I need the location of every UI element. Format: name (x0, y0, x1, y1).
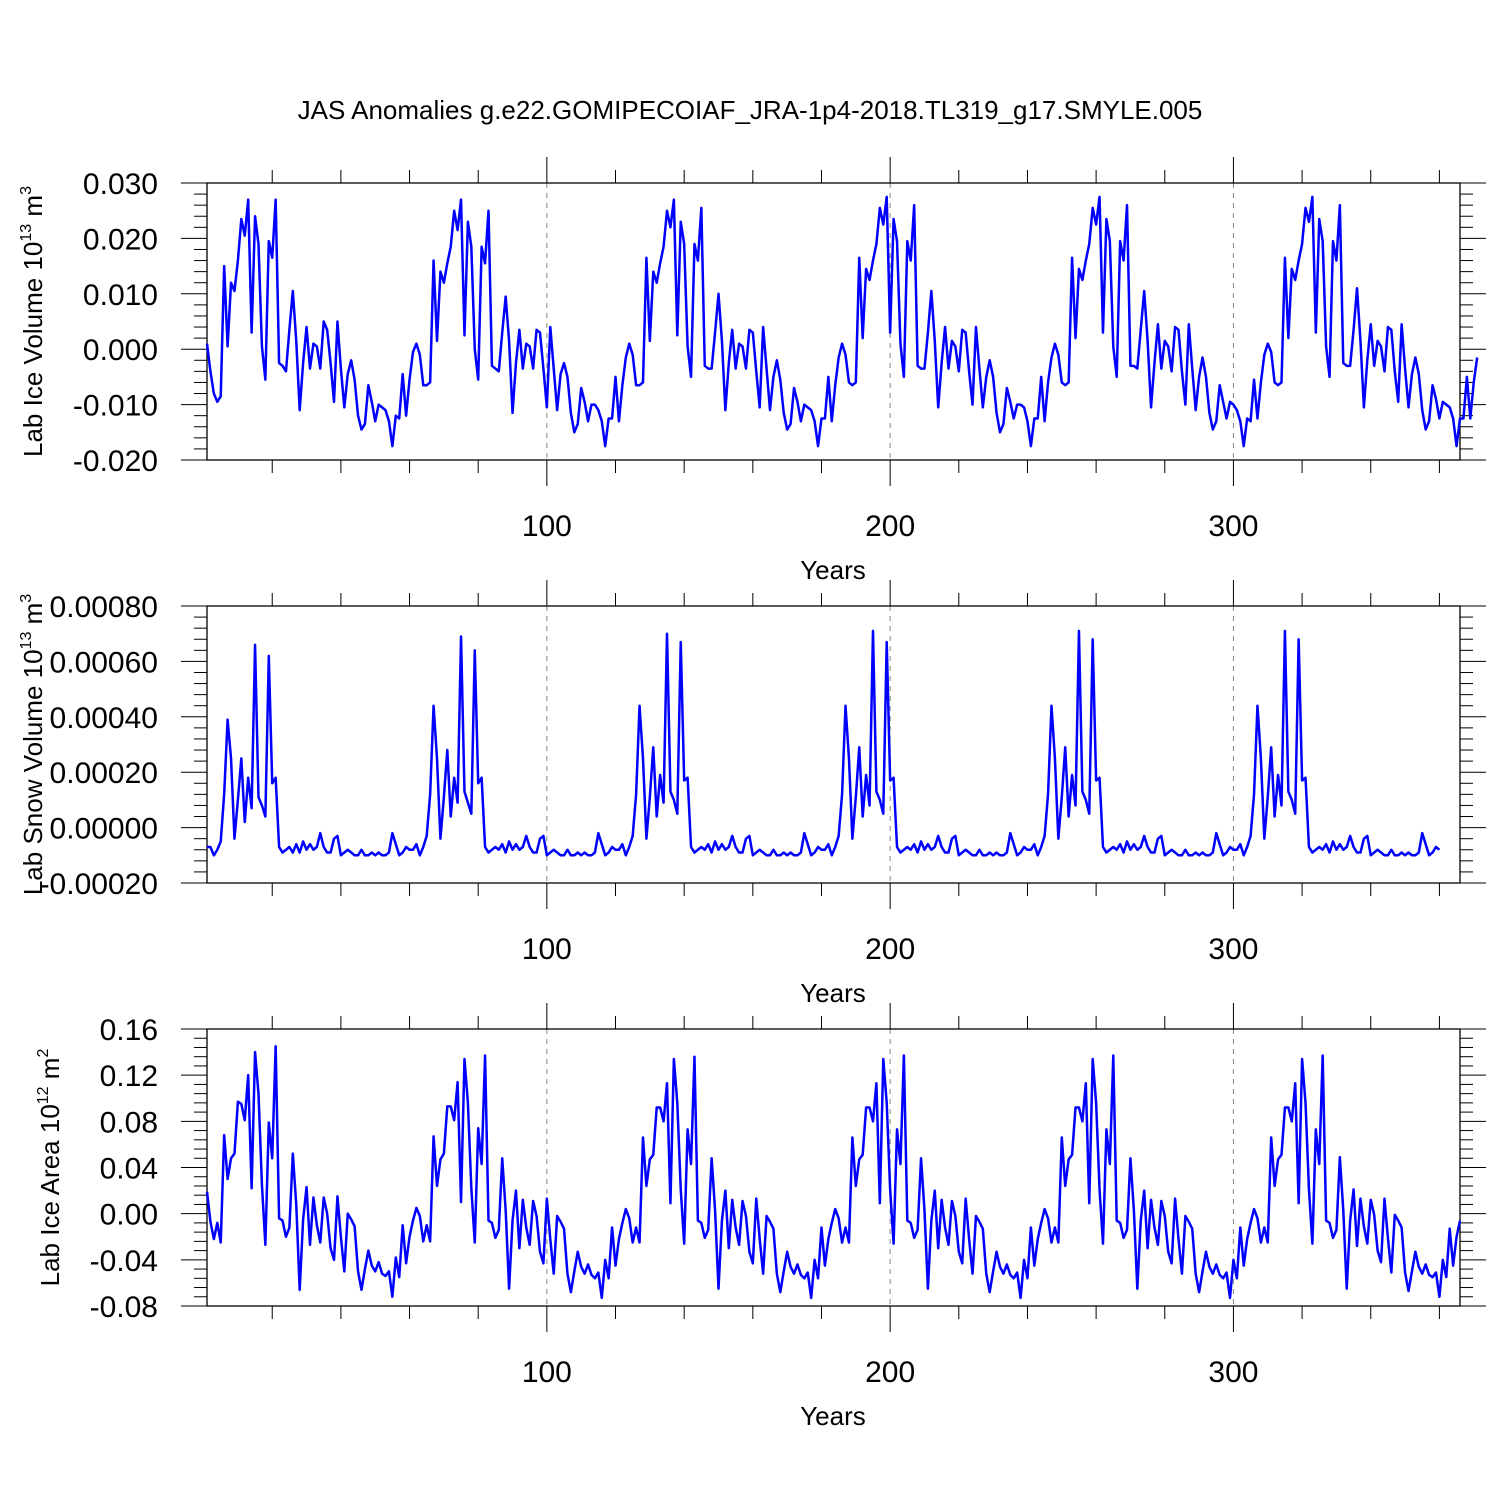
y-axis-label-exponent: 13 (18, 632, 35, 650)
x-tick-label: 200 (865, 1356, 915, 1389)
panels: 100 200 300 -0.020 -0.010 0.000 0.010 0.020 0.03… (18, 157, 1486, 1431)
panel-1: 100 200 300 -0.020 -0.010 0.000 0.010 0.020 0.03… (18, 157, 1486, 585)
y-tick-label: -0.020 (73, 445, 158, 478)
x-tick-label: 200 (865, 933, 915, 966)
panel-2: 100 200 300 -0.00020 0.00000 0.00020 0.00040 0.… (18, 580, 1486, 1008)
y-axis-label-unit: m (18, 195, 48, 224)
y-tick-label: 0.00040 (50, 702, 158, 735)
y-axis-label: Lab Ice Area 1012 m2 (35, 1049, 65, 1287)
x-axis-label: Years (800, 555, 866, 585)
y-tick-label: 0.12 (100, 1060, 158, 1093)
x-tick-label: 200 (865, 510, 915, 543)
y-tick-label: -0.010 (73, 390, 158, 423)
y-tick-label: 0.00 (100, 1199, 158, 1232)
y-axis-label-main: Lab Snow Volume 10 (18, 649, 48, 895)
y-tick-label: 0.030 (83, 168, 158, 201)
y-tick-label: 0.04 (100, 1153, 158, 1186)
x-tick-label: 100 (522, 510, 572, 543)
y-tick-label: 0.08 (100, 1106, 158, 1139)
y-tick-label: -0.08 (90, 1291, 158, 1324)
x-axis-label: Years (800, 978, 866, 1008)
x-tick-label: 300 (1208, 933, 1258, 966)
x-tick-label: 300 (1208, 510, 1258, 543)
y-axis-label-exponent: 12 (35, 1086, 52, 1104)
plot-frame (206, 182, 1461, 461)
y-axis-label-unit-exponent: 3 (18, 594, 35, 603)
series-line (205, 1045, 1462, 1300)
x-axis-label: Years (800, 1401, 866, 1431)
y-axis-label-unit-exponent: 3 (18, 186, 35, 195)
y-tick-label: 0.00060 (50, 646, 158, 679)
y-axis-label: Lab Snow Volume 1013 m3 (18, 594, 48, 895)
x-tick-label: 100 (522, 1356, 572, 1389)
y-axis-label-unit-exponent: 2 (35, 1049, 52, 1058)
y-tick-label: -0.00020 (40, 868, 158, 901)
panel-3: 100 200 300 -0.08 -0.04 0.00 0.04 0.08 0.12 0.16 Y… (35, 1003, 1486, 1431)
y-tick-label: 0.000 (83, 334, 158, 367)
series-line (205, 195, 1479, 448)
y-axis-label-main: Lab Ice Volume 10 (18, 242, 48, 457)
y-axis-label-unit: m (18, 603, 48, 632)
y-tick-label: -0.04 (90, 1245, 158, 1278)
y-tick-label: 0.00080 (50, 591, 158, 624)
x-tick-label: 300 (1208, 1356, 1258, 1389)
plot-frame (206, 605, 1461, 884)
y-tick-label: 0.010 (83, 279, 158, 312)
y-tick-label: 0.16 (100, 1014, 158, 1047)
series-line (207, 629, 1441, 857)
y-axis-label-unit: m (35, 1058, 65, 1087)
x-tick-label: 100 (522, 933, 572, 966)
y-axis-label-exponent: 13 (18, 224, 35, 242)
y-tick-label: 0.00000 (50, 813, 158, 846)
y-tick-label: 0.00020 (50, 757, 158, 790)
y-axis-label: Lab Ice Volume 1013 m3 (18, 186, 48, 457)
y-axis-label-main: Lab Ice Area 10 (35, 1104, 65, 1286)
y-tick-label: 0.020 (83, 223, 158, 256)
chart-title: JAS Anomalies g.e22.GOMIPECOIAF_JRA-1p4-… (298, 95, 1203, 125)
